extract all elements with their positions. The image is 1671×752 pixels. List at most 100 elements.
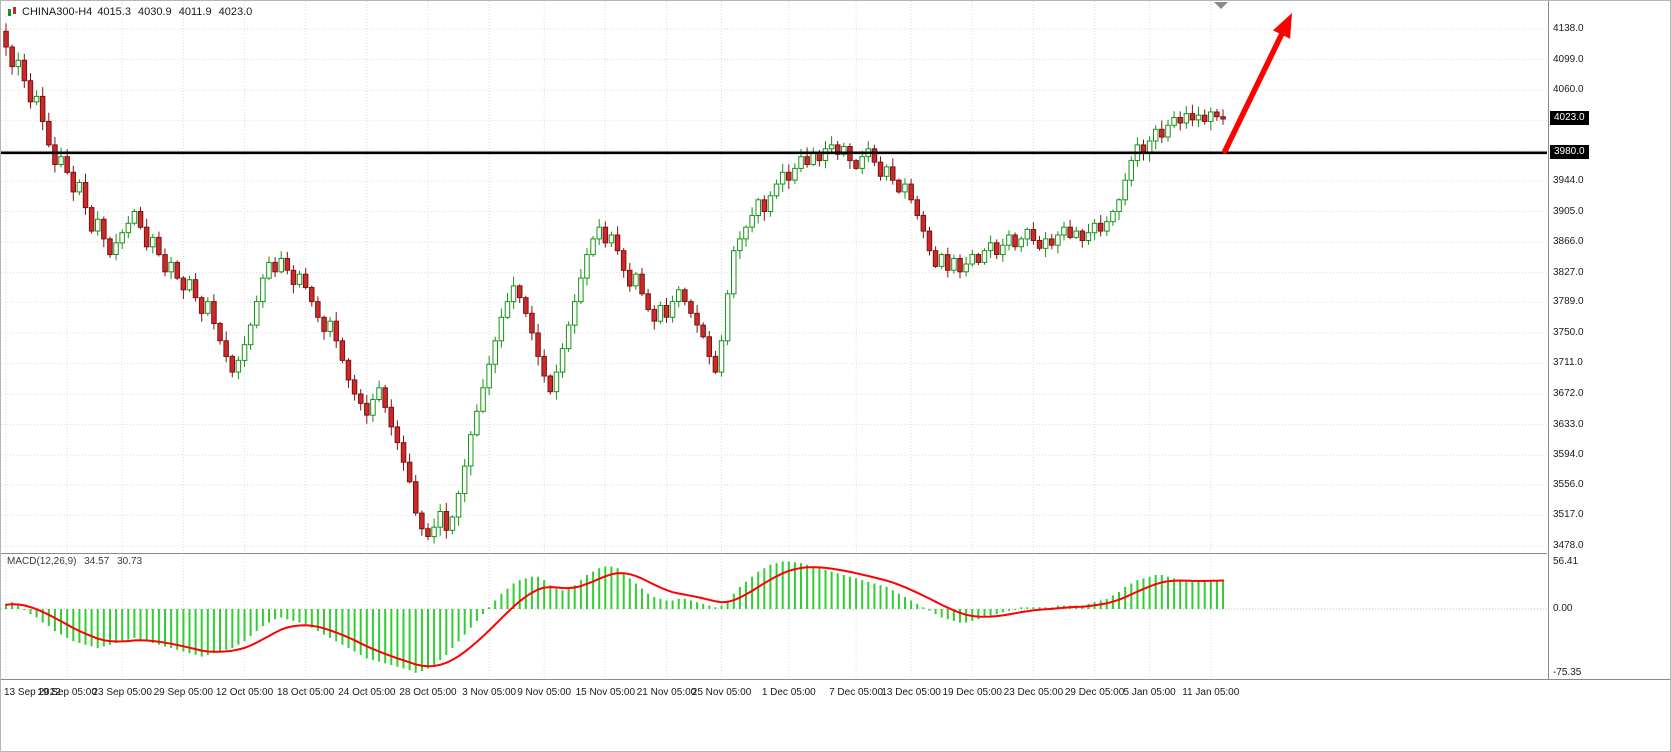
macd-bar: [268, 609, 270, 623]
candle: [627, 269, 633, 287]
time-axis-label: 28 Oct 05:00: [399, 687, 457, 698]
candle: [828, 144, 835, 150]
candle: [223, 340, 229, 357]
macd-bar: [1044, 607, 1047, 609]
candle: [608, 234, 615, 244]
macd-bar: [451, 609, 454, 649]
price-axis[interactable]: 4138.0 4099.0 4060.0 3944.0 3905.0 3866.0 3827…: [1548, 1, 1670, 679]
macd-bar: [298, 609, 301, 623]
candle: [975, 254, 982, 263]
macd-bar: [867, 581, 870, 609]
macd-bar: [910, 600, 913, 609]
candle: [614, 234, 621, 252]
candle: [1006, 234, 1012, 246]
candle: [119, 232, 125, 244]
macd-bar: [261, 609, 264, 626]
candle: [492, 340, 498, 365]
candle: [425, 528, 431, 538]
candle: [1189, 113, 1196, 121]
macd-bar: [818, 568, 821, 609]
price-badge: 4023.0: [1550, 111, 1589, 126]
macd-bar: [225, 609, 228, 650]
candle: [926, 230, 933, 252]
macd-bar: [579, 580, 582, 609]
macd-bar: [66, 609, 69, 638]
candle: [1079, 230, 1086, 242]
macd-name: MACD(12,26,9): [7, 556, 77, 567]
macd-bar: [567, 588, 570, 609]
macd-bar: [586, 575, 588, 609]
time-axis-label: 19 Sep 05:00: [37, 687, 97, 698]
candle: [804, 156, 810, 165]
macd-bar: [157, 609, 160, 645]
symbol-label: CHINA300-H4: [22, 6, 93, 18]
candle: [651, 308, 657, 322]
macd-bar: [475, 609, 478, 621]
macd-bar: [182, 609, 185, 652]
macd-bar: [696, 602, 699, 609]
candle: [1183, 113, 1190, 124]
candle: [620, 250, 627, 271]
candle: [498, 316, 505, 342]
macd-bar: [940, 609, 943, 618]
price-axis-label: 3944.0: [1553, 174, 1584, 186]
candle: [1201, 114, 1208, 122]
candle: [749, 214, 755, 228]
candle: [198, 297, 205, 314]
candle: [510, 285, 517, 303]
candle: [1195, 114, 1202, 121]
candle: [1153, 128, 1159, 142]
candle: [1159, 128, 1165, 138]
candle: [743, 226, 749, 240]
candle: [315, 301, 321, 318]
macd-bar: [292, 609, 295, 621]
time-axis-label: 12 Oct 05:00: [215, 687, 274, 698]
macd-bar: [237, 609, 240, 645]
candle: [39, 95, 46, 123]
macd-main-value: 34.57: [84, 556, 110, 567]
macd-bar: [206, 609, 209, 655]
candle: [565, 324, 572, 350]
gridlines: [1, 1, 1547, 678]
candle: [278, 258, 284, 273]
candle: [706, 336, 712, 357]
candle: [162, 254, 168, 273]
macd-bar: [84, 609, 87, 645]
macd-bar: [127, 609, 130, 640]
time-axis-label: 11 Jan 05:00: [1182, 687, 1240, 698]
macd-bar: [164, 609, 166, 647]
macd-bar: [543, 580, 546, 609]
chart-plot-area[interactable]: [1, 1, 1548, 679]
macd-signal-line: [5, 566, 1224, 668]
candle: [364, 402, 370, 416]
candle: [541, 355, 547, 377]
macd-bar: [433, 609, 436, 666]
symbol-ohlc-line: CHINA300-H4 4015.3 4030.9 4011.9 4023.0: [7, 6, 256, 18]
time-axis-label: 25 Nov 05:00: [691, 687, 752, 698]
macd-bar: [365, 609, 368, 659]
candle: [553, 371, 560, 393]
candle: [174, 261, 180, 279]
candle: [455, 493, 462, 518]
candle: [254, 301, 260, 326]
macd-bar: [439, 609, 442, 660]
candle: [345, 359, 352, 381]
candle: [994, 242, 1000, 256]
trend-arrow-head[interactable]: [1273, 13, 1292, 39]
candle: [1085, 232, 1092, 241]
price-axis-label: 3711.0: [1553, 357, 1583, 369]
macd-bar: [1032, 607, 1035, 609]
macd-bar: [659, 598, 662, 609]
macd-bar: [1197, 581, 1200, 609]
trend-arrow-shaft[interactable]: [1222, 31, 1285, 154]
candle: [1097, 222, 1104, 232]
macd-bar: [402, 609, 405, 669]
candle: [669, 301, 676, 318]
candle: [247, 324, 254, 346]
candle: [523, 297, 529, 314]
time-axis[interactable]: 13 Sep 2022 19 Sep 05:00 23 Sep 05:00 29 Se…: [1, 679, 1670, 751]
macd-bar: [995, 609, 998, 615]
price-axis-label: 3594.0: [1553, 449, 1584, 461]
candle: [853, 160, 859, 169]
candle: [82, 182, 89, 209]
